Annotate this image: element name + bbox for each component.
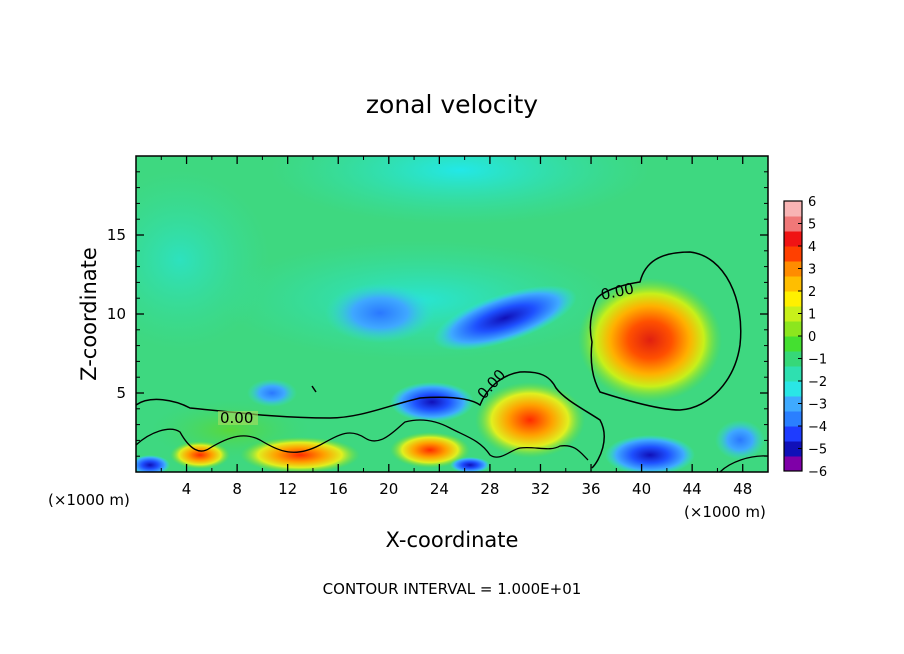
zero-contour-right xyxy=(589,251,742,411)
contour-label-1: 0.00 xyxy=(220,409,253,427)
colorbar-label: −3 xyxy=(808,398,827,413)
x-axis-label: X-coordinate xyxy=(386,528,519,552)
zero-contour-small xyxy=(311,385,317,393)
colorbar-swatch xyxy=(784,231,802,247)
colorbar-swatch xyxy=(784,261,802,277)
colorbar-swatch xyxy=(784,321,802,337)
colorbar-label: 2 xyxy=(808,285,816,300)
negative-region-1 xyxy=(325,283,435,343)
colorbar-label: 4 xyxy=(808,240,816,255)
x-tick-label: 48 xyxy=(733,480,752,498)
colorbar-swatch xyxy=(784,276,802,292)
colorbar-label: 3 xyxy=(808,263,816,278)
x-tick-label: 8 xyxy=(232,480,242,498)
y-axis: 5 10 15 xyxy=(107,171,768,457)
x-tick-label: 12 xyxy=(278,480,297,498)
x-tick-label: 32 xyxy=(531,480,550,498)
x-axis: 4 8 12 16 20 24 28 32 36 40 44 48 xyxy=(160,156,752,498)
x-tick-label: 28 xyxy=(480,480,499,498)
surface-negative-3 xyxy=(136,455,170,472)
x-tick-label: 36 xyxy=(581,480,600,498)
colorbar-swatch xyxy=(784,216,802,232)
weak-negative-upper xyxy=(270,156,650,225)
colorbar-swatch xyxy=(784,351,802,367)
negative-region-2 xyxy=(390,382,474,422)
colorbar-label: −4 xyxy=(808,420,827,435)
positive-region-core xyxy=(578,278,722,402)
y-tick-label: 10 xyxy=(107,305,126,323)
x-tick-label: 24 xyxy=(430,480,449,498)
colorbar-swatch xyxy=(784,366,802,382)
y-tick-label: 15 xyxy=(107,226,126,244)
chart-title: zonal velocity xyxy=(366,90,538,119)
colorbar-label: 1 xyxy=(808,308,816,323)
colorbar-label: −5 xyxy=(808,443,827,458)
colorbar-swatch xyxy=(784,441,802,457)
colorbar-swatch xyxy=(784,396,802,412)
x-tick-label: 44 xyxy=(683,480,702,498)
negative-band xyxy=(433,285,577,351)
colorbar-swatch xyxy=(784,336,802,352)
colorbar-label: 6 xyxy=(808,195,816,210)
colorbar-label: −2 xyxy=(808,375,827,390)
x-tick-label: 40 xyxy=(632,480,651,498)
colorbar-swatch xyxy=(784,426,802,442)
surface-positive-1 xyxy=(240,437,360,472)
colorbar-swatch xyxy=(784,306,802,322)
x-unit-left: (×1000 m) xyxy=(48,491,130,509)
colorbar-swatch xyxy=(784,201,802,217)
surface-positive-2 xyxy=(390,432,470,468)
x-tick-label: 4 xyxy=(182,480,192,498)
x-unit-right: (×1000 m) xyxy=(684,503,766,521)
y-tick-label: 5 xyxy=(116,384,126,402)
x-tick-label: 20 xyxy=(379,480,398,498)
contour-label-bg-1 xyxy=(218,411,258,425)
colorbar-swatch xyxy=(784,381,802,397)
x-tick-label: 16 xyxy=(329,480,348,498)
colorbar-swatch xyxy=(784,246,802,262)
surface-positive-3 xyxy=(170,441,230,469)
colorbar-swatch xyxy=(784,411,802,427)
colorbar-label: 0 xyxy=(808,330,816,345)
surface-negative-2 xyxy=(715,420,765,460)
positive-region-2 xyxy=(475,382,585,458)
colorbar-label: −1 xyxy=(808,353,827,368)
y-axis-label: Z-coordinate xyxy=(77,247,101,381)
contour-interval-text: CONTOUR INTERVAL = 1.000E+01 xyxy=(323,580,582,598)
colorbar-swatch xyxy=(784,291,802,307)
colorbar-swatch xyxy=(784,456,802,472)
colorbar-label: −6 xyxy=(808,465,827,480)
colorbar: 6 5 4 3 2 1 0 −1 −2 −3 −4 −5 −6 xyxy=(783,195,827,480)
zero-contour-lower xyxy=(136,419,589,461)
negative-region-3 xyxy=(247,379,297,407)
colorbar-label: 5 xyxy=(808,218,816,233)
plot-area: 0.00 0.00 0.00 xyxy=(136,156,768,472)
surface-negative-1 xyxy=(605,435,695,472)
zero-contour-surface-right xyxy=(719,455,768,472)
surface-negative-4 xyxy=(450,457,490,472)
